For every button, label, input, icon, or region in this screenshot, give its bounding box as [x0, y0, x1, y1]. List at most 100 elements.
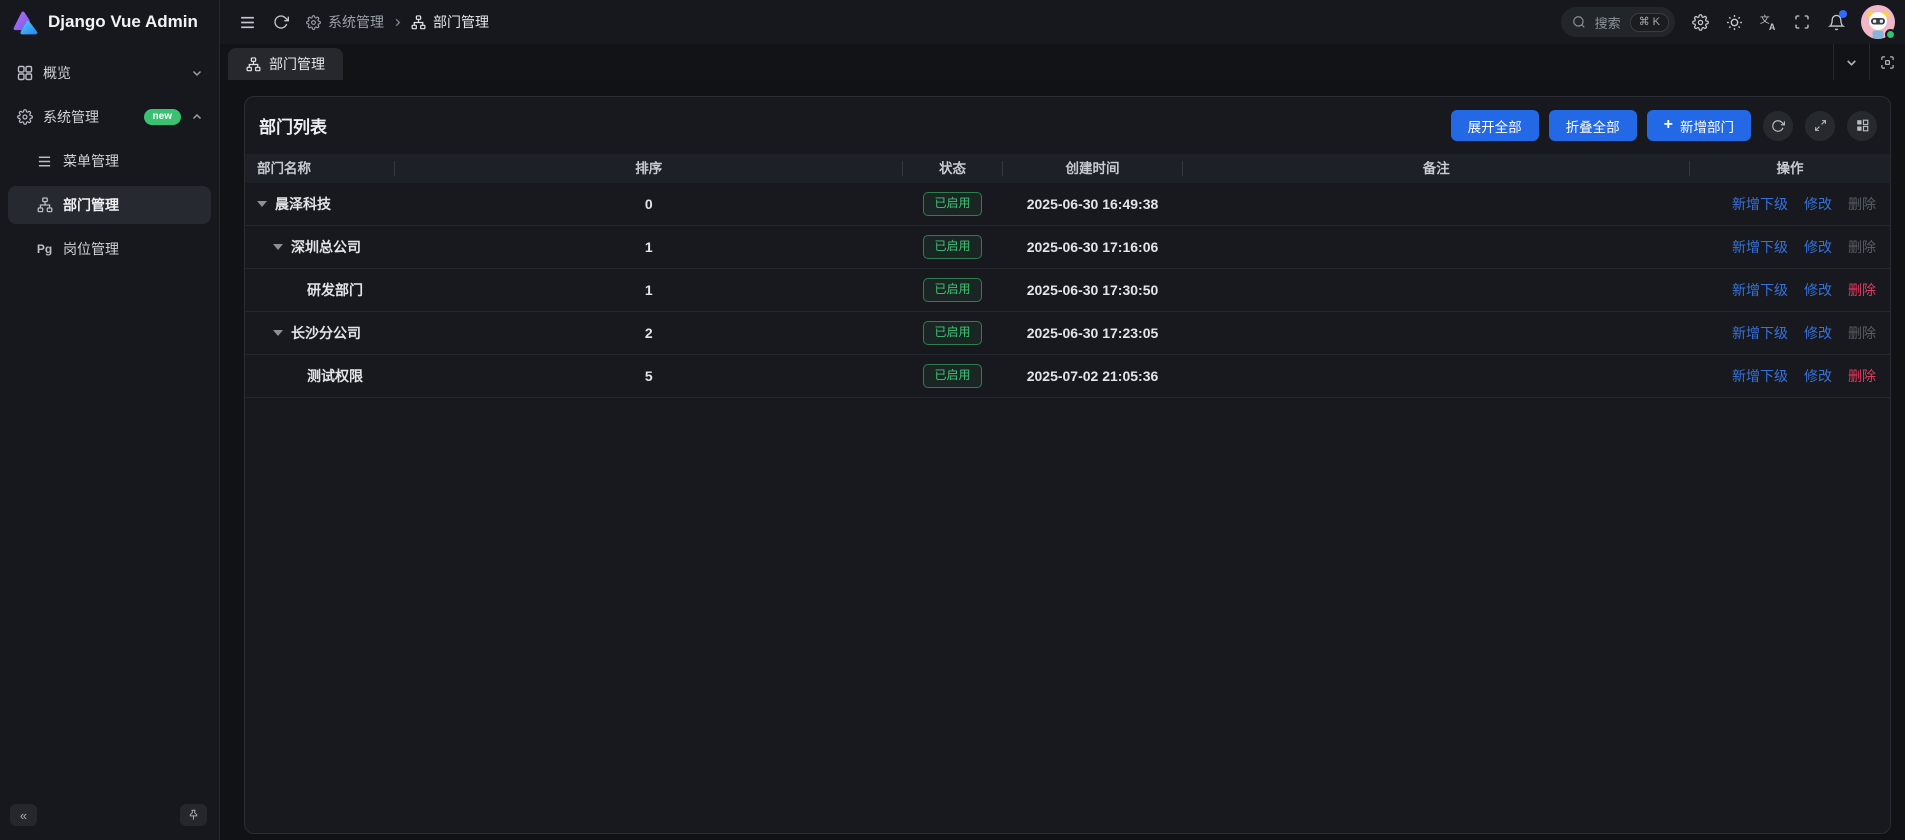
sidebar-item-menu-management[interactable]: 菜单管理	[8, 142, 211, 180]
refresh-page-button[interactable]	[266, 7, 296, 37]
sidebar-item-system[interactable]: 系统管理 new	[8, 98, 211, 136]
add-child-link[interactable]: 新增下级	[1732, 237, 1788, 257]
dashboard-icon	[16, 65, 33, 82]
chevron-up-icon	[191, 111, 203, 123]
table-fullscreen-button[interactable]	[1805, 111, 1835, 141]
row-actions: 新增下级 修改 删除	[1690, 280, 1890, 300]
status-cell: 已启用	[903, 192, 1003, 216]
org-chart-icon	[246, 57, 261, 72]
created-time: 2025-06-30 17:30:50	[1003, 282, 1183, 298]
tab-list-dropdown-button[interactable]	[1833, 44, 1869, 80]
menu-list-icon	[36, 153, 53, 170]
edit-link[interactable]: 修改	[1804, 194, 1832, 214]
row-actions: 新增下级 修改 删除	[1690, 194, 1890, 214]
status-badge: 已启用	[923, 278, 981, 302]
delete-link[interactable]: 删除	[1848, 280, 1876, 300]
dept-name-cell: 测试权限	[245, 366, 395, 386]
sidebar-item-label: 概览	[43, 63, 71, 83]
sidebar-item-label: 岗位管理	[63, 239, 119, 259]
table-toolbar: 展开全部 折叠全部 + 新增部门	[1451, 110, 1877, 141]
sidebar-item-post-management[interactable]: Pg 岗位管理	[8, 230, 211, 268]
sidebar-collapse-button[interactable]: «	[10, 804, 37, 826]
user-avatar[interactable]	[1861, 5, 1895, 39]
content-maximize-button[interactable]	[1869, 44, 1905, 80]
status-cell: 已启用	[903, 235, 1003, 259]
pin-sidebar-button[interactable]	[180, 804, 207, 826]
theme-toggle-button[interactable]	[1719, 7, 1749, 37]
delete-link[interactable]: 删除	[1848, 237, 1876, 257]
sidebar-item-label: 部门管理	[63, 195, 119, 215]
app-title: Django Vue Admin	[48, 12, 198, 32]
dept-name: 研发部门	[307, 280, 363, 300]
page-content: 部门列表 展开全部 折叠全部 + 新增部门	[220, 80, 1905, 840]
created-time: 2025-06-30 17:23:05	[1003, 325, 1183, 341]
column-header-created: 创建时间	[1003, 154, 1183, 183]
tab-department-management[interactable]: 部门管理	[228, 48, 343, 80]
sort-value: 0	[395, 196, 903, 212]
main-column: 系统管理 部门管理	[220, 0, 1905, 840]
column-settings-button[interactable]	[1847, 111, 1877, 141]
sidebar-item-overview[interactable]: 概览	[8, 54, 211, 92]
expand-caret-icon[interactable]	[273, 244, 283, 250]
add-child-link[interactable]: 新增下级	[1732, 323, 1788, 343]
created-time: 2025-06-30 17:16:06	[1003, 239, 1183, 255]
table-body: 晨泽科技 0 已启用 2025-06-30 16:49:38 新增下级 修改 删…	[245, 183, 1890, 398]
add-child-link[interactable]: 新增下级	[1732, 194, 1788, 214]
table-row: 深圳总公司 1 已启用 2025-06-30 17:16:06 新增下级 修改 …	[245, 226, 1890, 269]
tab-label: 部门管理	[269, 54, 325, 74]
search-icon	[1572, 15, 1586, 29]
edit-link[interactable]: 修改	[1804, 323, 1832, 343]
collapse-all-button[interactable]: 折叠全部	[1549, 110, 1637, 141]
fullscreen-button[interactable]	[1787, 7, 1817, 37]
search-shortcut-badge: ⌘ K	[1630, 13, 1669, 32]
add-child-link[interactable]: 新增下级	[1732, 280, 1788, 300]
department-card: 部门列表 展开全部 折叠全部 + 新增部门	[244, 96, 1891, 834]
logo[interactable]: Django Vue Admin	[0, 0, 219, 44]
topbar: 系统管理 部门管理	[220, 0, 1905, 44]
language-switch-button[interactable]: 文 A	[1753, 7, 1783, 37]
sidebar-item-label: 菜单管理	[63, 151, 119, 171]
notifications-button[interactable]	[1821, 7, 1851, 37]
sidebar-footer: «	[0, 800, 219, 840]
pg-text-icon: Pg	[36, 241, 53, 258]
settings-button[interactable]	[1685, 7, 1715, 37]
breadcrumb-separator-icon	[392, 17, 403, 28]
topbar-actions: 搜索 ⌘ K	[1561, 5, 1899, 39]
dept-name-cell: 晨泽科技	[245, 194, 395, 214]
edit-link[interactable]: 修改	[1804, 366, 1832, 386]
dept-name-cell: 研发部门	[245, 280, 395, 300]
delete-link[interactable]: 删除	[1848, 366, 1876, 386]
status-cell: 已启用	[903, 321, 1003, 345]
edit-link[interactable]: 修改	[1804, 280, 1832, 300]
status-badge: 已启用	[923, 192, 981, 216]
column-header-name: 部门名称	[245, 154, 395, 183]
expand-caret-icon[interactable]	[257, 201, 267, 207]
sidebar-item-department-management[interactable]: 部门管理	[8, 186, 211, 224]
sidebar-toggle-button[interactable]	[232, 7, 262, 37]
add-child-link[interactable]: 新增下级	[1732, 366, 1788, 386]
online-status-dot	[1885, 29, 1896, 40]
column-header-actions: 操作	[1690, 154, 1890, 183]
tabbar-controls	[1833, 44, 1905, 80]
add-department-button[interactable]: + 新增部门	[1647, 110, 1751, 141]
card-header: 部门列表 展开全部 折叠全部 + 新增部门	[245, 97, 1890, 154]
sort-value: 5	[395, 368, 903, 384]
logo-icon	[12, 9, 39, 36]
delete-link[interactable]: 删除	[1848, 194, 1876, 214]
pin-icon	[187, 809, 200, 822]
refresh-table-button[interactable]	[1763, 111, 1793, 141]
expand-caret-icon[interactable]	[273, 330, 283, 336]
edit-link[interactable]: 修改	[1804, 237, 1832, 257]
breadcrumb-item-system[interactable]: 系统管理	[306, 12, 384, 32]
dept-name: 晨泽科技	[275, 194, 331, 214]
chevron-down-icon	[191, 67, 203, 79]
department-table: 部门名称 排序 状态 创建时间 备注 操作 晨泽科技 0 已启用 2025-06…	[245, 154, 1890, 833]
search-input[interactable]: 搜索 ⌘ K	[1561, 7, 1675, 37]
sort-value: 1	[395, 282, 903, 298]
sidebar-menu: 概览 系统管理 new	[0, 44, 219, 800]
dept-name: 长沙分公司	[291, 323, 361, 343]
expand-all-button[interactable]: 展开全部	[1451, 110, 1539, 141]
sort-value: 1	[395, 239, 903, 255]
delete-link[interactable]: 删除	[1848, 323, 1876, 343]
dept-name: 测试权限	[307, 366, 363, 386]
